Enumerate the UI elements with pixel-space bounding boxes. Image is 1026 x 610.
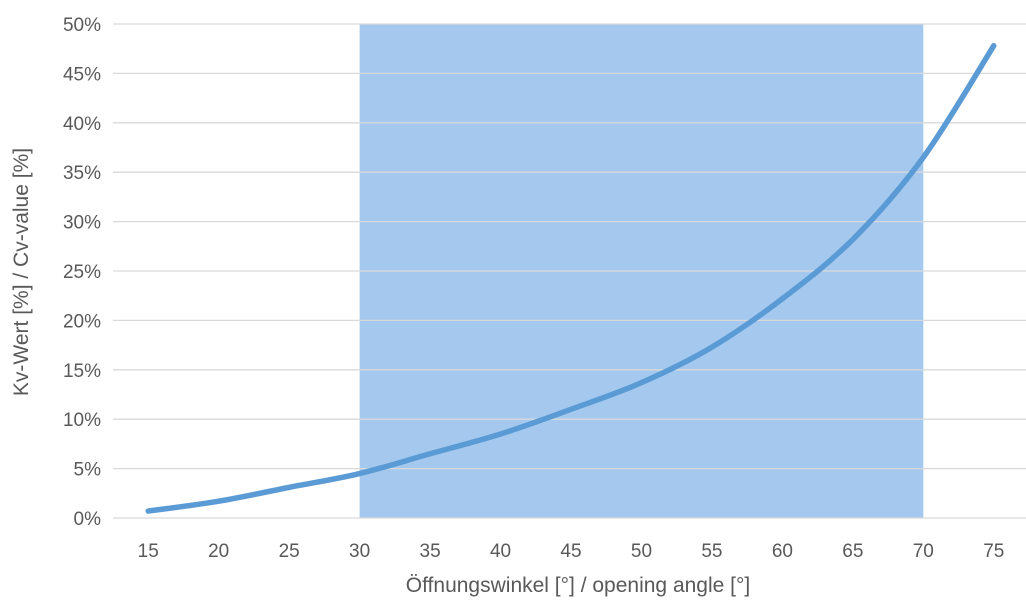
x-tick-label: 35 xyxy=(420,541,441,562)
y-tick-label: 25% xyxy=(63,262,101,283)
y-axis-ticks: 0% 5% 10% 15% 20% 25% 30% 35% 40% 45% 50% xyxy=(63,15,101,530)
x-tick-label: 45 xyxy=(560,541,581,562)
x-axis-ticks: 15 20 25 30 35 40 45 50 55 60 65 70 75 xyxy=(138,541,1005,562)
y-tick-label: 10% xyxy=(63,410,101,431)
x-tick-label: 30 xyxy=(349,541,370,562)
y-axis-title: Kv-Wert [%] / Cv-value [%] xyxy=(10,148,33,396)
x-tick-label: 75 xyxy=(983,541,1004,562)
x-tick-label: 55 xyxy=(701,541,722,562)
y-tick-label: 20% xyxy=(63,311,101,332)
x-tick-label: 65 xyxy=(842,541,863,562)
y-tick-label: 45% xyxy=(63,64,101,85)
x-tick-label: 50 xyxy=(631,541,652,562)
x-tick-label: 20 xyxy=(208,541,229,562)
x-tick-label: 70 xyxy=(913,541,934,562)
x-tick-label: 15 xyxy=(138,541,159,562)
x-tick-label: 60 xyxy=(772,541,793,562)
x-tick-label: 40 xyxy=(490,541,511,562)
y-tick-label: 0% xyxy=(74,509,102,530)
y-tick-label: 50% xyxy=(63,15,101,36)
y-tick-label: 40% xyxy=(63,114,101,135)
x-axis-title: Öffnungswinkel [°] / opening angle [°] xyxy=(406,574,750,597)
y-tick-label: 15% xyxy=(63,361,101,382)
y-tick-label: 30% xyxy=(63,213,101,234)
x-tick-label: 25 xyxy=(279,541,300,562)
y-tick-label: 5% xyxy=(74,460,102,481)
y-tick-label: 35% xyxy=(63,163,101,184)
